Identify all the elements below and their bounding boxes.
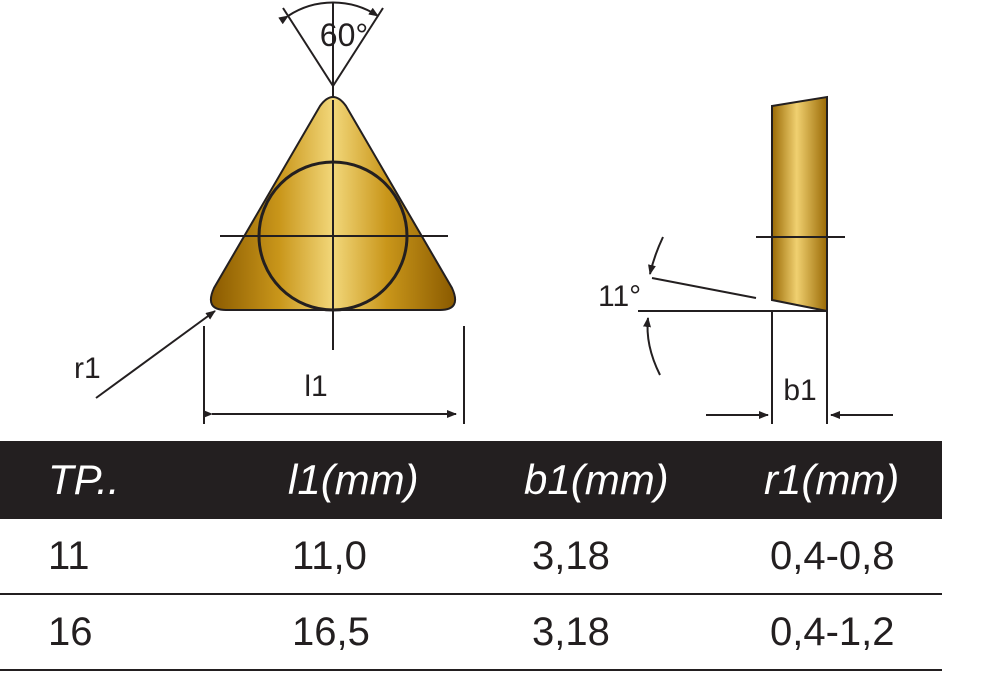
table-row: 11 11,0 3,18 0,4-0,8 — [0, 519, 942, 595]
insert-top-view — [210, 96, 456, 350]
cell-r1: 0,4-1,2 — [770, 610, 895, 654]
cell-b1: 3,18 — [532, 610, 610, 654]
b1-label: b1 — [783, 374, 816, 407]
cell-l1: 16,5 — [292, 610, 370, 654]
header-b1: b1(mm) — [524, 456, 669, 503]
header-r1: r1(mm) — [764, 456, 900, 503]
l1-label: l1 — [304, 370, 327, 403]
b1-dimension — [706, 312, 893, 424]
cell-r1: 0,4-0,8 — [770, 534, 895, 578]
r1-label: r1 — [74, 352, 101, 385]
apex-angle-indicator — [278, 1, 384, 100]
cell-tp: 11 — [48, 534, 90, 578]
header-l1: l1(mm) — [288, 456, 419, 503]
table-row: 16 16,5 3,18 0,4-1,2 — [0, 595, 942, 671]
cell-l1: 11,0 — [292, 534, 367, 578]
header-tp: TP.. — [48, 456, 120, 503]
cell-b1: 3,18 — [532, 534, 610, 578]
spec-table: TP.. l1(mm) b1(mm) r1(mm) 11 11,0 3,18 0… — [0, 441, 942, 671]
apex-angle-label: 60° — [320, 17, 368, 53]
insert-drawing: 60° r1 l1 11° b1 — [74, 1, 893, 424]
l1-dimension — [203, 326, 465, 424]
table-header: TP.. l1(mm) b1(mm) r1(mm) — [0, 441, 942, 519]
insert-side-view — [756, 95, 845, 313]
relief-angle-indicator — [638, 236, 827, 376]
r1-leader-arrow — [95, 310, 216, 399]
cell-tp: 16 — [48, 610, 93, 654]
relief-angle-label: 11° — [598, 280, 641, 313]
